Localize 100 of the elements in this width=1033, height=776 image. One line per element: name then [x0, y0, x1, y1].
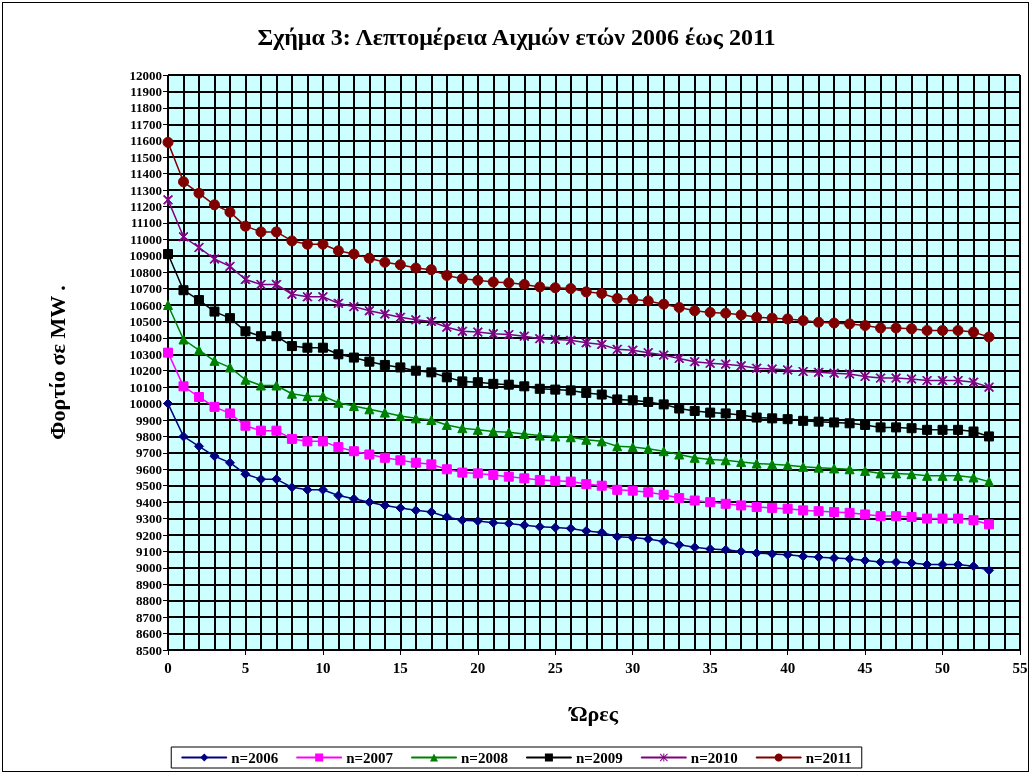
point [643, 534, 654, 545]
point [239, 220, 251, 232]
point [937, 470, 948, 481]
point [643, 347, 654, 358]
y-tick-label: 9700 [136, 445, 162, 461]
point [642, 295, 654, 307]
point [472, 424, 483, 435]
point [612, 531, 623, 542]
point [348, 352, 359, 363]
x-tick-label: 20 [470, 659, 486, 676]
point [163, 249, 173, 260]
point [953, 375, 964, 386]
point [302, 342, 313, 353]
point [844, 318, 856, 330]
point [302, 291, 313, 302]
point [720, 544, 731, 555]
point [798, 461, 809, 472]
point [255, 279, 266, 290]
point [488, 517, 499, 528]
point [441, 372, 452, 383]
point [395, 362, 406, 373]
point [534, 521, 545, 532]
y-tick-label: 8600 [136, 626, 162, 642]
y-tick-label: 9300 [136, 511, 162, 527]
point [890, 322, 902, 334]
y-tick-label: 10100 [129, 379, 162, 395]
point [720, 307, 732, 319]
point [348, 401, 359, 412]
point [829, 507, 840, 517]
point [829, 417, 840, 428]
point [922, 513, 933, 524]
point [844, 553, 855, 564]
point [782, 460, 793, 471]
point [813, 316, 825, 328]
point [813, 506, 824, 517]
point [751, 548, 762, 559]
point [984, 565, 995, 576]
point [302, 436, 313, 447]
point [426, 459, 437, 470]
point [519, 331, 530, 342]
y-tick-label: 11200 [130, 198, 162, 214]
x-tick-label: 35 [702, 659, 718, 676]
point [317, 291, 328, 302]
point [875, 557, 886, 568]
x-tick-label: 10 [315, 659, 331, 676]
point [984, 431, 995, 442]
point [503, 471, 514, 482]
point [286, 388, 297, 399]
point [875, 373, 886, 384]
point [782, 549, 793, 560]
point [379, 256, 391, 268]
point [984, 476, 995, 487]
point [472, 516, 483, 527]
point [395, 312, 406, 323]
point [395, 410, 406, 421]
point [627, 345, 638, 356]
point [457, 326, 468, 337]
point [379, 500, 390, 511]
point [627, 442, 638, 453]
point [658, 350, 669, 361]
point [581, 479, 592, 490]
point [921, 324, 933, 336]
point [503, 427, 514, 438]
point [286, 235, 298, 247]
point [410, 413, 421, 424]
point [488, 426, 499, 437]
point [767, 548, 778, 559]
x-tick-label: 40 [780, 659, 796, 676]
point [178, 231, 189, 242]
y-tick-label: 9000 [136, 560, 162, 576]
y-tick-label: 9600 [136, 461, 162, 477]
point [844, 464, 855, 475]
point [271, 279, 282, 290]
point [953, 424, 964, 435]
y-tick-label: 11300 [130, 182, 162, 198]
legend-label: n=2006 [231, 749, 279, 766]
point [271, 474, 282, 485]
point [782, 313, 794, 325]
point [364, 356, 375, 367]
x-tick-label: 25 [547, 659, 563, 676]
point [209, 451, 220, 462]
y-tick-label: 10000 [129, 396, 162, 412]
point [829, 463, 840, 474]
point [828, 317, 840, 329]
point [751, 311, 763, 323]
point [209, 254, 220, 264]
point [193, 242, 204, 253]
point [395, 455, 406, 466]
point [519, 520, 530, 531]
point [736, 360, 747, 371]
point [922, 375, 933, 386]
point [472, 327, 483, 338]
legend-label: n=2008 [461, 749, 508, 766]
point [317, 436, 328, 447]
point [503, 277, 515, 289]
point [348, 446, 359, 457]
point [163, 398, 173, 409]
point [255, 380, 266, 391]
y-tick-label: 9900 [136, 412, 162, 428]
point [674, 539, 685, 550]
